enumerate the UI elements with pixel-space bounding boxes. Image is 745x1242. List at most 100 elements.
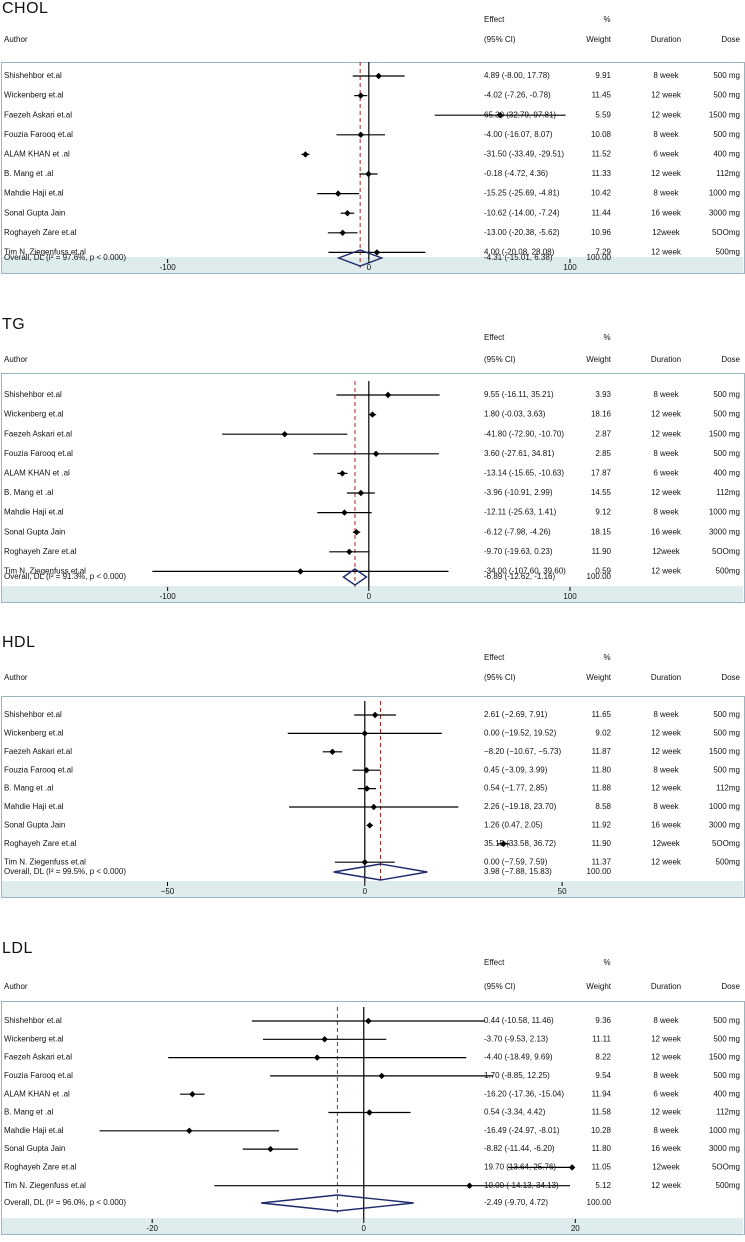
weight-value: 18.16: [591, 410, 612, 419]
point-estimate: [329, 748, 336, 755]
dose-value: 500mg: [716, 248, 740, 257]
duration-value: 12 week: [651, 1181, 682, 1190]
weight-value: 0.59: [595, 567, 611, 576]
duration-value: 8 week: [653, 1016, 679, 1025]
forest-panel-hdl: HDL Author Effect (95% CI)% Weight Duration D…: [0, 632, 745, 922]
duration-value: 12 week: [651, 91, 682, 100]
point-estimate: [365, 1017, 372, 1025]
overall-label: Overall, DL (I² = 97.6%, p < 0.000): [4, 253, 126, 262]
overall-label: Overall, DL (I² = 91.3%, p < 0.000): [4, 572, 126, 581]
weight-value: 14.55: [591, 488, 612, 497]
plot-frame: [1, 696, 745, 898]
dose-value: 500mg: [716, 1181, 740, 1190]
point-estimate: [371, 711, 379, 719]
forest-plot: Author Effect (95% CI)% Weight Duration Dose S…: [4, 15, 741, 272]
duration-value: 12week: [652, 1163, 681, 1172]
study-author: ALAM KHAN et .al: [4, 1089, 70, 1098]
weight-value: 8.58: [595, 802, 611, 811]
study-author: Mahdie Haji et.al: [4, 508, 64, 517]
dose-value: 1500 mg: [709, 747, 740, 756]
effect-ci-value: 0.00 (−19.52, 19.52): [484, 729, 557, 738]
dose-value: 500 mg: [713, 410, 740, 419]
axis-band: [2, 257, 743, 273]
weight-value: 11.58: [592, 1108, 612, 1117]
forest-plot: Author Effect (95% CI)% Weight Duration Dose S…: [4, 958, 741, 1233]
effect-ci-value: 1.80 (-0.03, 3.63): [484, 410, 546, 419]
point-estimate: [321, 1036, 328, 1043]
study-author: Wickenberg et.al: [4, 91, 64, 100]
duration-value: 8 week: [653, 765, 679, 774]
header-author: Author: [4, 35, 28, 44]
dose-value: 112mg: [716, 169, 740, 178]
study-author: B. Mang et .al: [4, 169, 54, 178]
axis-band: [2, 881, 743, 897]
study-author: Tim N. Ziegenfuss et.al: [4, 857, 86, 866]
dose-value: 5OOmg: [712, 1163, 740, 1172]
duration-value: 12 week: [651, 1053, 682, 1062]
weight-value: 11.94: [592, 1089, 612, 1098]
overall-weight-value: 100.00: [587, 572, 612, 581]
study-author: Roghayeh Zare et.al: [4, 839, 77, 848]
point-estimate: [334, 190, 342, 197]
duration-value: 12 week: [651, 784, 682, 793]
effect-ci-value: -0.18 (-4.72, 4.36): [484, 169, 548, 178]
dose-value: 500 mg: [713, 1016, 740, 1025]
effect-ci-value: -4.40 (-18.49, 9.69): [484, 1053, 553, 1062]
weight-value: 2.87: [595, 429, 611, 438]
overall-diamond: [261, 1194, 414, 1212]
study-author: ALAM KHAN et .al: [4, 150, 70, 159]
header-duration: Duration: [651, 35, 681, 44]
axis-tick-label: 0: [367, 592, 372, 601]
effect-ci-value: 9.55 (-16.11, 35.21): [484, 390, 554, 399]
plot-frame: [1, 373, 745, 603]
point-estimate: [366, 822, 373, 829]
dose-value: 1500 mg: [709, 1053, 740, 1062]
overall-weight-value: 100.00: [587, 253, 612, 262]
axis-band: [2, 586, 743, 602]
duration-value: 16 week: [651, 527, 682, 536]
effect-ci-value: -15.25 (-25.69, -4.81): [484, 189, 560, 198]
effect-ci-value: -13.14 (-15.65, -10.63): [484, 469, 564, 478]
header-ci: (95% CI): [484, 982, 516, 991]
dose-value: 500 mg: [713, 1071, 740, 1080]
axis-tick-label: 0: [367, 263, 372, 272]
panel-title: LDL: [2, 940, 33, 957]
study-author: Sonal Gupta Jain: [4, 527, 65, 536]
duration-value: 12 week: [651, 169, 682, 178]
study-author: Mahdie Haji et.al: [4, 189, 64, 198]
effect-ci-value: -4.02 (-7.26, -0.78): [484, 91, 551, 100]
header-author: Author: [4, 982, 28, 991]
forest-plot: Author Effect (95% CI)% Weight Duration Dose S…: [4, 653, 741, 896]
point-estimate: [341, 509, 348, 516]
header-weight: Weight: [586, 35, 612, 44]
point-estimate: [568, 1164, 576, 1171]
dose-value: 400 mg: [713, 150, 740, 159]
header-author: Author: [4, 673, 28, 682]
dose-value: 3000 mg: [709, 208, 740, 217]
axis-tick-label: 0: [363, 887, 368, 896]
point-estimate: [361, 859, 368, 866]
dose-value: 500 mg: [713, 130, 740, 139]
weight-value: 10.28: [591, 1126, 612, 1135]
point-estimate: [339, 229, 346, 236]
point-estimate: [302, 151, 309, 158]
weight-value: 11.05: [592, 1163, 612, 1172]
weight-value: 11.87: [592, 747, 612, 756]
study-author: Faezeh Askari et.al: [4, 747, 72, 756]
duration-value: 12 week: [651, 567, 682, 576]
weight-value: 18.15: [591, 527, 612, 536]
point-estimate: [186, 1127, 193, 1134]
study-author: Sonal Gupta Jain: [4, 1144, 65, 1153]
dose-value: 1500 mg: [709, 110, 740, 119]
overall-effect-value: -2.49 (-9.70, 4.72): [484, 1198, 548, 1207]
study-author: Tim N. Ziegenfuss et.al: [4, 248, 86, 257]
overall-weight-value: 100.00: [587, 1198, 612, 1207]
study-author: Faezeh Askari et.al: [4, 110, 72, 119]
duration-value: 12 week: [651, 747, 682, 756]
weight-value: 9.91: [595, 71, 611, 80]
dose-value: 3000 mg: [709, 527, 740, 536]
header-effect: Effect: [484, 333, 505, 342]
weight-value: 2.85: [595, 449, 611, 458]
dose-value: 3000 mg: [709, 821, 740, 830]
duration-value: 8 week: [653, 390, 679, 399]
